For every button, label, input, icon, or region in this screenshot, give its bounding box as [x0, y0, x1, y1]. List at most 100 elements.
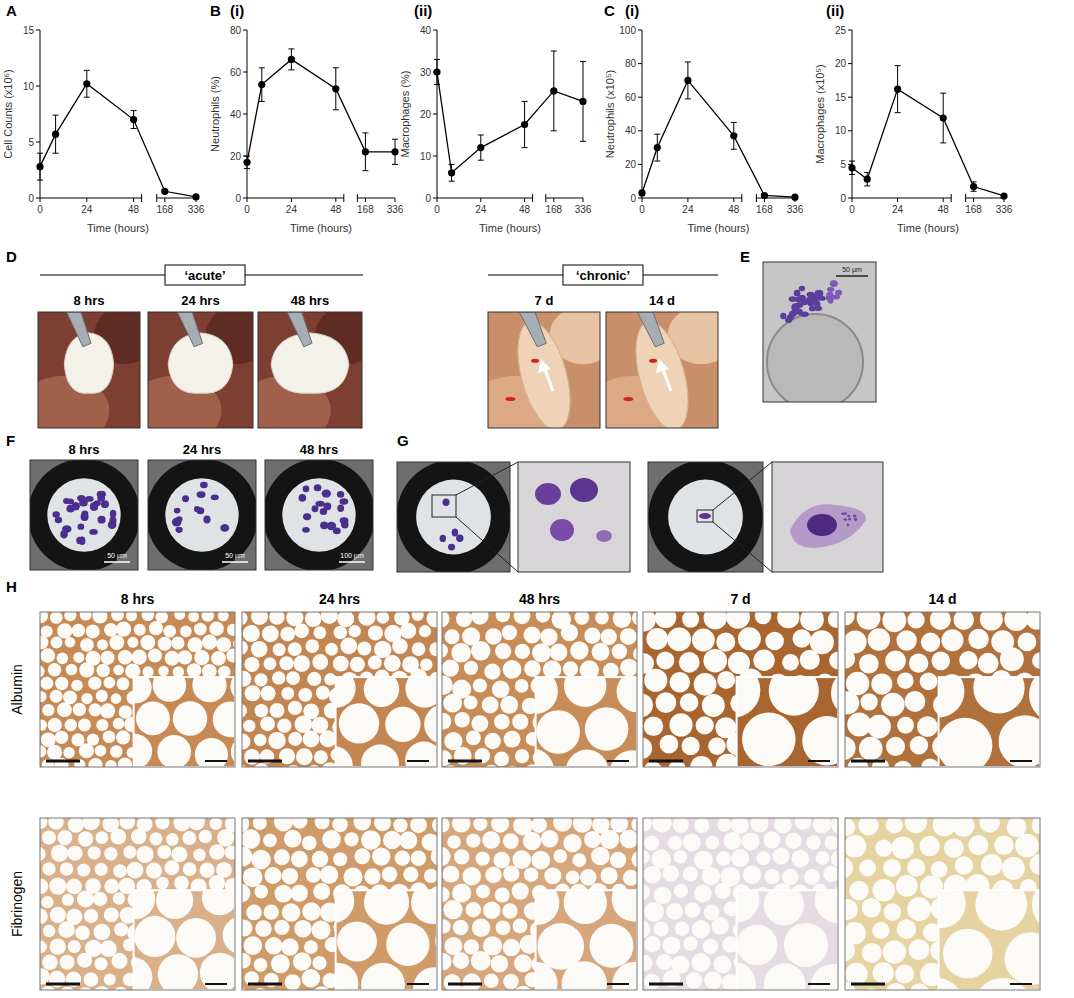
adipocyte	[514, 612, 531, 624]
y-tick	[36, 198, 40, 199]
adipocyte	[357, 641, 371, 655]
adipocyte	[293, 952, 312, 971]
adipocyte	[495, 888, 510, 903]
adipocyte	[503, 974, 518, 989]
point	[36, 163, 43, 170]
histology-content	[242, 818, 437, 990]
adipocyte	[536, 962, 558, 990]
adipocyte	[831, 818, 838, 834]
adipocyte	[454, 849, 469, 864]
adipocyte	[195, 738, 228, 767]
adipocyte	[424, 704, 437, 744]
adipocyte	[905, 818, 927, 833]
photo-border	[148, 312, 253, 428]
histology-content	[845, 818, 1040, 990]
figure: A05101502448168336Time (hours)Cell Count…	[0, 0, 1074, 998]
adipocyte	[584, 628, 600, 644]
adipocyte	[142, 666, 153, 677]
error-bar	[37, 153, 43, 180]
adipocyte	[104, 879, 119, 894]
adipocyte	[227, 624, 235, 636]
point	[161, 188, 168, 195]
y-axis	[852, 30, 853, 198]
adipocyte	[612, 890, 637, 921]
cell	[62, 525, 71, 533]
adipocyte	[1007, 818, 1027, 837]
adipocyte	[600, 629, 616, 645]
adipocyte	[158, 637, 172, 651]
column-label: 14 d	[928, 591, 956, 607]
y-tick	[848, 30, 852, 31]
adipocyte	[40, 847, 46, 861]
adipocyte	[368, 625, 383, 640]
point	[433, 68, 440, 75]
y-tick	[36, 142, 40, 143]
adipocyte	[785, 833, 801, 849]
adipocyte	[333, 656, 349, 672]
adipocyte	[644, 835, 659, 850]
adipocyte	[202, 890, 235, 915]
image-label: 48 hrs	[300, 442, 338, 457]
y-tick-label: 80	[230, 25, 242, 36]
scale-bar	[649, 760, 683, 763]
adipocyte	[953, 612, 973, 630]
error-cap	[731, 122, 737, 123]
adipocyte	[815, 851, 829, 865]
adipocyte	[123, 846, 136, 859]
x-tick	[943, 198, 944, 202]
error-cap	[244, 156, 250, 157]
adipocyte	[750, 818, 768, 833]
y-tick	[638, 164, 642, 165]
adipocyte	[536, 677, 558, 714]
adipocyte	[296, 748, 313, 765]
adipocyte	[496, 612, 510, 622]
adipocyte	[881, 693, 905, 717]
adipocyte	[285, 974, 301, 990]
adipocyte	[104, 847, 118, 861]
photo-border	[38, 312, 140, 428]
adipocyte	[277, 719, 291, 733]
adipocyte	[585, 707, 629, 751]
adipocyte	[667, 628, 691, 652]
x-tick-label: 168	[756, 204, 773, 215]
adipocyte	[859, 860, 876, 877]
adipocyte	[281, 687, 294, 700]
adipocyte	[612, 644, 627, 659]
adipocyte	[978, 653, 999, 674]
adipocyte	[213, 701, 235, 737]
x-tick-label: 48	[938, 204, 950, 215]
point	[894, 86, 901, 93]
image-border	[40, 612, 235, 767]
adipocyte	[452, 883, 471, 902]
adipocyte	[763, 831, 780, 848]
image-border	[442, 612, 637, 767]
adipocyte	[620, 829, 637, 848]
adipocyte	[270, 703, 285, 718]
adipocyte	[859, 654, 879, 674]
adipocyte	[134, 677, 152, 703]
adipocyte	[80, 612, 92, 621]
adipocyte	[800, 650, 820, 670]
adipocyte	[717, 818, 731, 832]
error-cap	[654, 134, 660, 135]
photo-content	[258, 312, 362, 428]
adipocyte	[93, 986, 110, 990]
adipocyte	[79, 743, 94, 758]
error-bar	[551, 51, 557, 131]
adipocyte	[377, 612, 390, 624]
adipocyte	[242, 734, 250, 750]
adipocyte	[244, 657, 259, 672]
adipocyte	[93, 892, 107, 906]
scale-bar	[448, 760, 482, 763]
adipocyte	[66, 664, 78, 676]
cell	[327, 522, 337, 530]
inset	[939, 890, 1040, 990]
adipocyte	[104, 907, 119, 922]
adipocyte	[643, 884, 650, 900]
photo	[466, 306, 617, 445]
photo-content	[606, 312, 718, 428]
adipocyte	[303, 731, 320, 748]
x-axis	[852, 198, 951, 199]
x-tick	[437, 198, 438, 202]
axis-break	[343, 194, 344, 202]
